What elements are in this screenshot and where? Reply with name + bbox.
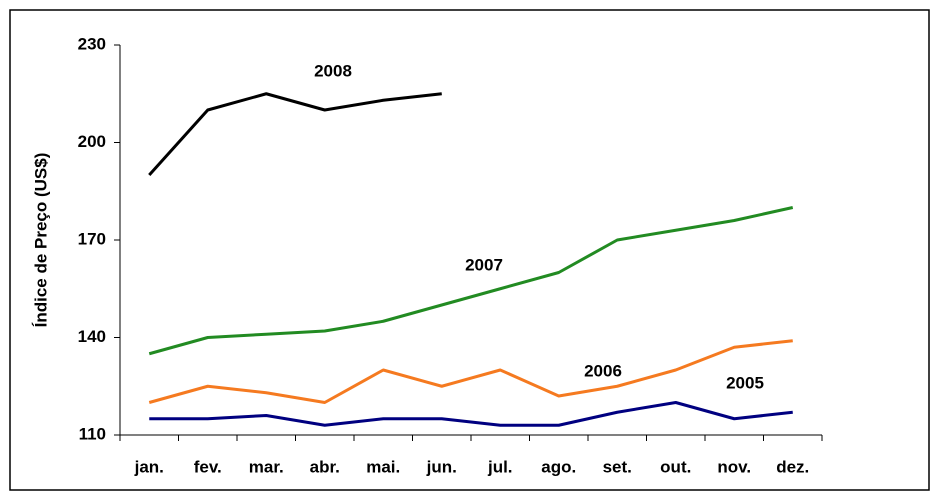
series-label: 2007 (465, 255, 503, 274)
x-tick-label: jun. (426, 457, 457, 476)
x-tick-label: set. (603, 457, 632, 476)
series-line (148, 92, 442, 177)
x-tick-label: abr. (310, 457, 340, 476)
series-label: 2008 (314, 61, 352, 80)
y-axis-label: Índice de Preço (US$) (31, 153, 50, 328)
y-tick-label: 140 (78, 327, 106, 346)
series-line (149, 401, 793, 427)
series-line (148, 339, 793, 404)
series-label: 2006 (584, 361, 622, 380)
x-tick-label: out. (660, 457, 691, 476)
y-tick-label: 200 (78, 132, 106, 151)
x-tick-label: jan. (134, 457, 164, 476)
x-tick-label: fev. (194, 457, 222, 476)
x-tick-label: mai. (366, 457, 400, 476)
x-tick-label: dez. (776, 457, 809, 476)
x-tick-label: ago. (541, 457, 576, 476)
series-line (148, 206, 794, 356)
x-tick-label: nov. (717, 457, 751, 476)
y-tick-label: 110 (79, 424, 106, 443)
y-tick-label: 170 (78, 229, 106, 248)
x-tick-label: mar. (249, 457, 284, 476)
y-tick-label: 230 (78, 34, 106, 53)
x-tick-label: jul. (487, 457, 513, 476)
frame (9, 9, 930, 491)
series-label: 2005 (726, 373, 764, 392)
